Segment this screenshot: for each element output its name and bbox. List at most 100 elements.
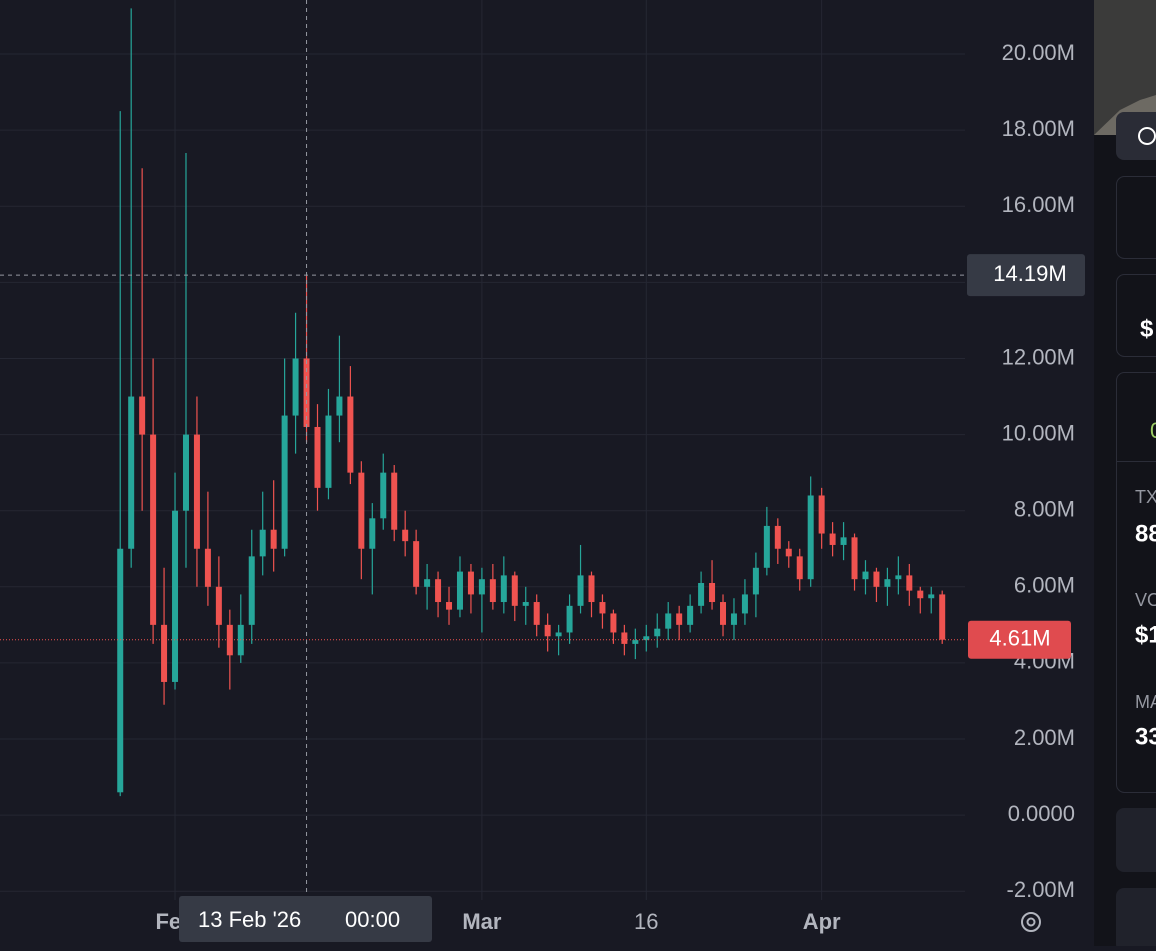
- globe-button[interactable]: [1116, 112, 1156, 160]
- candle-body: [205, 549, 211, 587]
- candle-body: [117, 549, 123, 793]
- candle-body: [139, 397, 145, 435]
- candle-body: [545, 625, 551, 636]
- candle-body: [720, 602, 726, 625]
- candle-body: [216, 587, 222, 625]
- candle-body: [534, 602, 540, 625]
- candle-body: [621, 632, 627, 643]
- x-tick-label: 16: [634, 909, 658, 934]
- candle-body: [490, 579, 496, 602]
- y-tick-label: 10.00M: [1002, 420, 1075, 445]
- panel-value: $1: [1135, 621, 1156, 648]
- y-tick-label: 16.00M: [1002, 192, 1075, 217]
- x-tick-label: Mar: [462, 909, 502, 934]
- y-tick-label: 0.0000: [1008, 801, 1075, 826]
- candle-body: [468, 572, 474, 595]
- panel-value: 33: [1135, 723, 1156, 750]
- candle-body: [676, 613, 682, 624]
- panel-text: $: [1140, 315, 1154, 342]
- candle-body: [764, 526, 770, 568]
- panel-label: MA: [1135, 692, 1156, 712]
- button[interactable]: [1116, 808, 1156, 872]
- candle-body: [654, 629, 660, 637]
- candle-body: [786, 549, 792, 557]
- candle-body: [895, 575, 901, 579]
- y-tick-label: -2.00M: [1007, 877, 1075, 902]
- crosshair-date-label: 13 Feb '26: [198, 907, 301, 932]
- candle-body: [172, 511, 178, 682]
- last-price-label: 4.61M: [989, 626, 1050, 651]
- candle-body: [128, 397, 134, 549]
- candle-body: [819, 495, 825, 533]
- candle-body: [873, 572, 879, 587]
- panel-label: TX: [1135, 487, 1156, 507]
- candle-body: [709, 583, 715, 602]
- candle-body: [293, 358, 299, 415]
- candle-body: [347, 397, 353, 473]
- candle-body: [391, 473, 397, 530]
- panel-text: 0: [1150, 418, 1156, 443]
- candle-body: [282, 416, 288, 549]
- candle-body: [325, 416, 331, 488]
- candle-body: [523, 602, 529, 606]
- candle-body: [665, 613, 671, 628]
- candle-body: [501, 575, 507, 602]
- candle-body: [567, 606, 573, 633]
- candle-body: [687, 606, 693, 625]
- candle-body: [315, 427, 321, 488]
- x-tick-label: Apr: [803, 909, 841, 934]
- candle-body: [939, 594, 945, 639]
- candle-body: [457, 572, 463, 610]
- candle-body: [369, 518, 375, 548]
- button[interactable]: [1116, 888, 1156, 946]
- candle-body: [402, 530, 408, 541]
- panel-value: 88: [1135, 520, 1156, 547]
- y-tick-label: 12.00M: [1002, 344, 1075, 369]
- candle-body: [578, 575, 584, 605]
- crosshair-y-label: 14.19M: [993, 261, 1066, 286]
- y-tick-label: 8.00M: [1014, 497, 1075, 522]
- y-tick-label: 2.00M: [1014, 725, 1075, 750]
- candle-body: [698, 583, 704, 606]
- y-tick-label: 6.00M: [1014, 573, 1075, 598]
- candle-body: [194, 435, 200, 549]
- candle-body: [446, 602, 452, 610]
- candle-body: [753, 568, 759, 595]
- candle-body: [731, 613, 737, 624]
- candle-body: [808, 495, 814, 579]
- candle-body: [150, 435, 156, 625]
- y-tick-label: 18.00M: [1002, 116, 1075, 141]
- candle-body: [271, 530, 277, 549]
- candle-body: [775, 526, 781, 549]
- candle-body: [830, 534, 836, 545]
- candle-body: [917, 591, 923, 599]
- candle-body: [479, 579, 485, 594]
- candle-body: [336, 397, 342, 416]
- candle-body: [183, 435, 189, 511]
- y-tick-label: 20.00M: [1002, 40, 1075, 65]
- candle-body: [435, 579, 441, 602]
- candle-body: [599, 602, 605, 613]
- candle-body: [841, 537, 847, 545]
- candle-body: [928, 594, 934, 598]
- candle-body: [556, 632, 562, 636]
- candle-body: [610, 613, 616, 632]
- candle-body: [906, 575, 912, 590]
- candle-body: [424, 579, 430, 587]
- candle-body: [249, 556, 255, 624]
- candle-body: [797, 556, 803, 579]
- candle-body: [862, 572, 868, 580]
- crosshair-time-label: 00:00: [345, 907, 400, 932]
- candle-body: [358, 473, 364, 549]
- candle-body: [413, 541, 419, 587]
- candle-body: [161, 625, 167, 682]
- candle-body: [852, 537, 858, 579]
- candle-body: [884, 579, 890, 587]
- side-panel: $ 0 TX 88 VO $1 MA 33: [1094, 0, 1156, 946]
- candle-body: [588, 575, 594, 602]
- candle-body: [632, 640, 638, 644]
- panel-label: VO: [1135, 590, 1156, 610]
